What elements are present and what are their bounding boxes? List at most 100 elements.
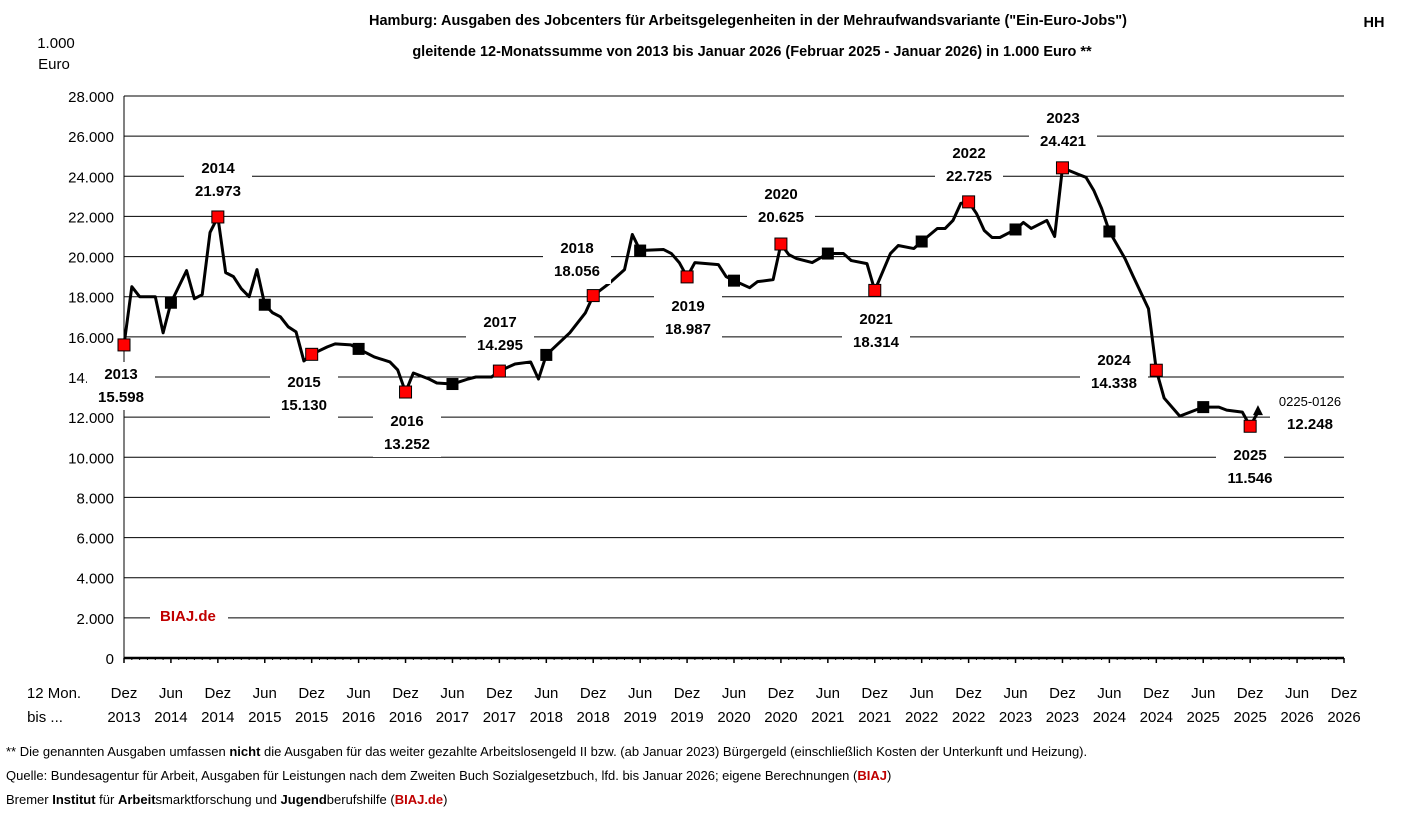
footnote-source: Quelle: Bundesagentur für Arbeit, Ausgab… <box>6 768 891 783</box>
x-tick-label-month: Dez <box>392 685 419 702</box>
x-tick-label-year: 2020 <box>764 709 797 726</box>
annotation-year: 2014 <box>201 160 235 177</box>
footnote-segment: Quelle: Bundesagentur für Arbeit, Ausgab… <box>6 768 858 783</box>
x-tick-label-month: Jun <box>1097 685 1121 702</box>
x-tick-label-year: 2013 <box>107 709 140 726</box>
y-tick-label: 22.000 <box>68 209 114 226</box>
y-tick-label: 6.000 <box>76 531 114 548</box>
june-marker <box>728 274 740 287</box>
x-tick-label-year: 2018 <box>577 709 610 726</box>
annotation-background <box>935 141 1003 189</box>
annotation-year: 2023 <box>1046 110 1079 127</box>
y-tick-label: 0 <box>106 651 114 668</box>
y-tick-label: 16.000 <box>68 330 114 347</box>
footnote-institute: Bremer Institut für Arbeitsmarktforschun… <box>6 792 447 807</box>
x-tick-label-year: 2024 <box>1140 709 1173 726</box>
x-tick-label-month: Jun <box>1191 685 1215 702</box>
annotation-year: 2015 <box>287 374 320 391</box>
annotation-background <box>466 310 534 358</box>
x-tick-label-month: Jun <box>722 685 746 702</box>
x-tick-label-month: Jun <box>159 685 183 702</box>
december-marker <box>211 210 225 224</box>
footnote-segment: für <box>95 792 118 807</box>
annotation-value: 15.130 <box>281 397 327 414</box>
annotation-value: 18.987 <box>665 321 711 338</box>
annotation-background <box>1029 106 1097 154</box>
x-tick-label-year: 2018 <box>530 709 563 726</box>
x-tick-label-month: Jun <box>1285 685 1309 702</box>
x-tick-label-year: 2017 <box>483 709 516 726</box>
june-marker <box>634 244 647 257</box>
x-tick-label-year: 2024 <box>1093 709 1126 726</box>
x-tick-label-year: 2022 <box>952 709 985 726</box>
annotation-2015: 2015 15.130 <box>270 370 338 418</box>
annotation-2022: 2022 22.725 <box>935 141 1003 189</box>
footnote-segment: BIAJ <box>857 768 887 783</box>
series-line <box>122 166 1260 428</box>
annotation-background <box>373 409 441 457</box>
footnote-segment: nicht <box>229 744 261 759</box>
footnote-segment: ** Die genannten Ausgaben umfassen <box>6 744 230 759</box>
annotation-year: 2020 <box>764 186 797 203</box>
x-tick-label-year: 2019 <box>623 709 656 726</box>
x-tick-label-month: Dez <box>1331 685 1358 702</box>
x-tick-label-month: Dez <box>768 685 795 702</box>
y-tick-label: 2.000 <box>76 611 114 628</box>
december-marker <box>492 364 506 378</box>
y-tick-label: 24.000 <box>68 169 114 186</box>
x-tick-label-year: 2019 <box>670 709 703 726</box>
y-axis-unit-line1: 1.000 <box>37 35 75 52</box>
annotation-value: 14.338 <box>1091 375 1137 392</box>
footnote-segment: berufshilfe ( <box>326 792 395 807</box>
annotation-background <box>654 294 722 342</box>
footnote-disclaimer: ** Die genannten Ausgaben umfassen nicht… <box>6 744 1087 759</box>
annotation-2016: 2016 13.252 <box>373 409 441 457</box>
june-marker <box>164 296 177 309</box>
y-tick-label: 12.000 <box>68 410 114 427</box>
footnote-segment: die Ausgaben für das weiter gezahlte Arb… <box>260 744 1088 759</box>
annotation-2021: 2021 18.314 <box>842 307 910 355</box>
annotation-2024: 2024 14.338 <box>1080 348 1148 396</box>
december-marker <box>680 270 694 284</box>
x-tick-label-month: Dez <box>205 685 232 702</box>
chart-title: Hamburg: Ausgaben des Jobcenters für Arb… <box>369 13 1127 29</box>
y-tick-label: 20.000 <box>68 250 114 267</box>
annotation-0225-0126: 0225-0126 12.248 <box>1270 392 1350 433</box>
x-tick-label-year: 2023 <box>999 709 1032 726</box>
june-marker <box>915 235 928 248</box>
annotation-2023: 2023 24.421 <box>1029 106 1097 154</box>
annotation-2020: 2020 20.625 <box>747 182 815 230</box>
footnote-segment: ) <box>443 792 448 807</box>
december-marker <box>399 385 413 399</box>
june-marker <box>352 342 365 355</box>
x-tick-label-month: Jun <box>816 685 840 702</box>
annotation-2013: 2013 15.598 <box>87 362 155 410</box>
x-tick-label-year: 2014 <box>201 709 234 726</box>
annotation-value: 18.056 <box>554 263 600 280</box>
x-tick-label-month: Jun <box>347 685 371 702</box>
x-tick-label-year: 2016 <box>389 709 422 726</box>
annotation-value: 18.314 <box>853 334 900 351</box>
x-tick-label-year: 2025 <box>1187 709 1220 726</box>
annotation-year: 2017 <box>483 314 516 331</box>
june-marker <box>1197 401 1210 414</box>
footnote-segment: Jugend <box>280 792 327 807</box>
x-tick-label-year: 2020 <box>717 709 750 726</box>
annotation-background <box>184 156 252 204</box>
december-marker <box>586 289 600 303</box>
december-marker <box>868 283 882 297</box>
x-tick-label-year: 2016 <box>342 709 375 726</box>
x-tick-label-year: 2026 <box>1280 709 1313 726</box>
x-tick-label-year: 2022 <box>905 709 938 726</box>
x-tick-label-month: Dez <box>1143 685 1170 702</box>
annotation-2014: 2014 21.973 <box>184 156 252 204</box>
annotation-2025: 2025 11.546 <box>1216 443 1284 491</box>
annotation-2017: 2017 14.295 <box>466 310 534 358</box>
annotation-background <box>747 182 815 230</box>
december-marker <box>117 338 131 352</box>
x-tick-label-month: Jun <box>440 685 464 702</box>
x-tick-label-year: 2015 <box>295 709 328 726</box>
footnote-segment: Institut <box>52 792 96 807</box>
june-marker <box>1103 225 1116 238</box>
